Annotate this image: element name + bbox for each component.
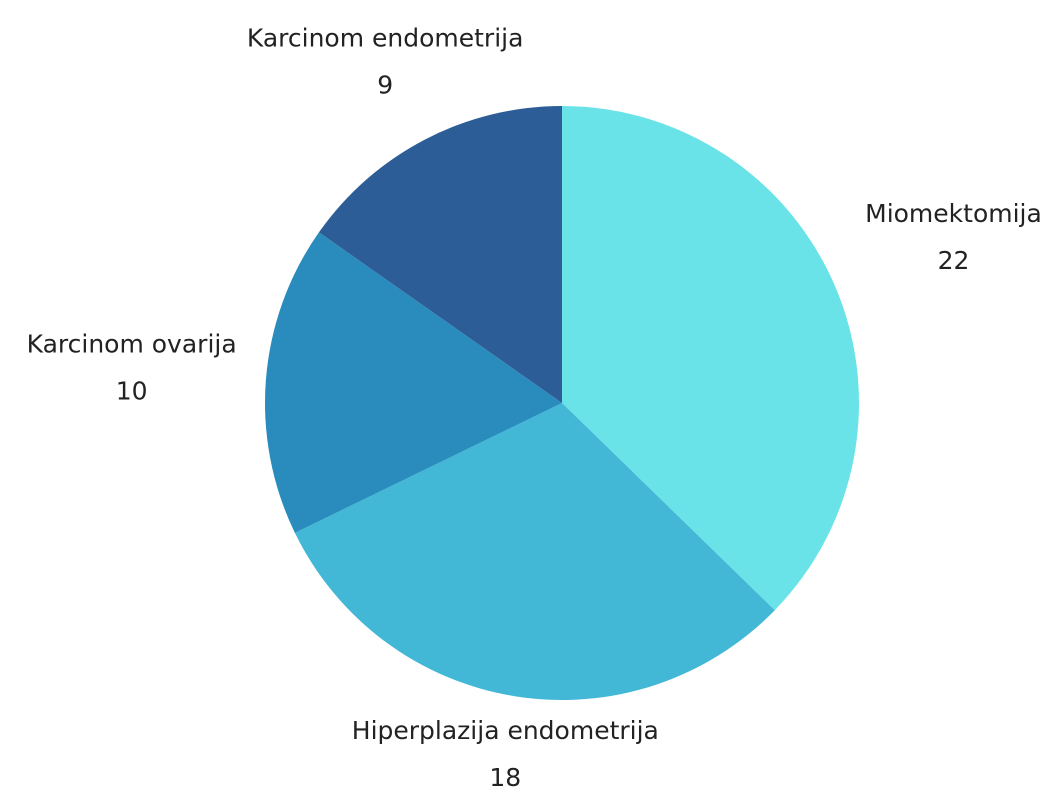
- pie-slice: [294, 403, 775, 700]
- slice-value: 9: [377, 71, 393, 100]
- pie-slice: [562, 106, 859, 611]
- pie-slice: [318, 106, 562, 403]
- slice-label: Miomektomija: [865, 199, 1042, 228]
- slice-value: 10: [116, 377, 148, 406]
- pie-slice: [265, 232, 562, 533]
- slice-label: Hiperplazija endometrija: [352, 716, 659, 745]
- slice-label: Karcinom ovarija: [27, 330, 237, 359]
- slice-label: Karcinom endometrija: [247, 24, 524, 53]
- slice-value: 22: [938, 246, 970, 275]
- slice-value: 18: [489, 763, 521, 791]
